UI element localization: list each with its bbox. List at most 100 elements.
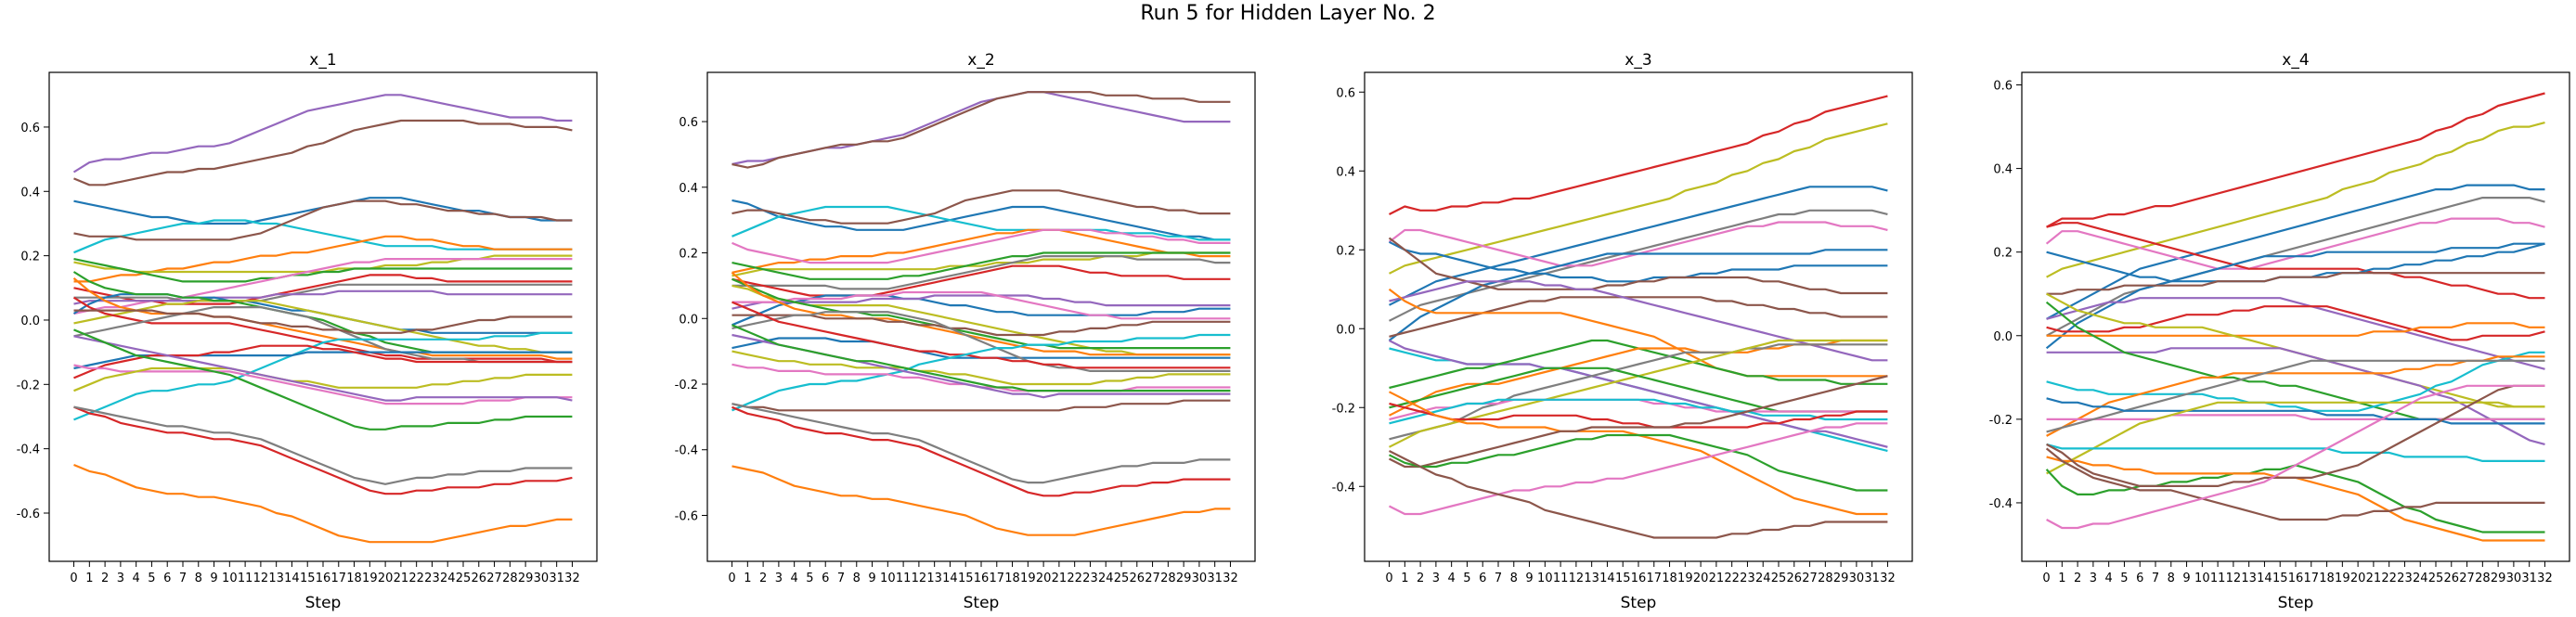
x-tick-label: 4 xyxy=(1448,572,1456,585)
x-tick-label: 16 xyxy=(2288,572,2304,585)
series-line-1 xyxy=(2046,92,2545,228)
x-tick-label: 7 xyxy=(2152,572,2159,585)
y-tick-label: 0.6 xyxy=(679,116,698,130)
x-tick-label: 21 xyxy=(1709,572,1725,585)
y-tick-label: -0.6 xyxy=(675,509,698,523)
x-tick-label: 16 xyxy=(316,572,331,585)
x-tick-label: 16 xyxy=(1631,572,1647,585)
x-tick-label: 19 xyxy=(1020,572,1036,585)
series-line-26 xyxy=(1389,450,1888,539)
series-line-12 xyxy=(73,289,573,305)
series-line-18 xyxy=(731,314,1231,337)
y-tick-label: 0.4 xyxy=(1993,163,2013,177)
x-tick-label: 22 xyxy=(2381,572,2397,585)
x-tick-label: 29 xyxy=(2491,572,2506,585)
series-line-14 xyxy=(2046,347,2545,445)
x-tick-label: 25 xyxy=(456,572,472,585)
y-tick-label: 0.0 xyxy=(679,313,698,327)
x-tick-label: 21 xyxy=(1052,572,1068,585)
x-tick-label: 13 xyxy=(926,572,942,585)
subplot-x_2: 0 1 2 3 4 5 6 7 8 9 10 11 12 13 14 15 16 17 18 19 20 21 22 23 24… xyxy=(675,51,1256,612)
series-line-11 xyxy=(731,264,1231,297)
series-line-22 xyxy=(73,344,573,379)
series-line-6 xyxy=(1388,249,1888,341)
x-tick-label: 6 xyxy=(1479,572,1486,585)
subplot-x_3: 0 1 2 3 4 5 6 7 8 9 10 11 12 13 14 15 16 17 18 19 20 21 22 23 24… xyxy=(1332,51,1913,612)
series-line-27 xyxy=(2046,384,2545,530)
x-tick-label: 12 xyxy=(2226,572,2242,585)
x-tick-label: 6 xyxy=(2136,572,2143,585)
y-tick-label: 0.2 xyxy=(679,248,698,262)
series-line-20 xyxy=(731,311,1231,372)
x-tick-label: 0 xyxy=(70,572,77,585)
x-tick-label: 5 xyxy=(148,572,155,585)
subplot-title: x_2 xyxy=(967,51,994,70)
x-tick-label: 32 xyxy=(1223,572,1238,585)
x-tick-label: 23 xyxy=(424,572,440,585)
x-tick-label: 31 xyxy=(549,572,564,585)
series-line-19 xyxy=(2046,359,2545,433)
x-tick-label: 5 xyxy=(806,572,813,585)
series-line-6 xyxy=(73,235,573,283)
x-tick-label: 17 xyxy=(331,572,347,585)
x-tick-label: 18 xyxy=(1004,572,1020,585)
series-line-2 xyxy=(73,119,573,186)
series-line-7 xyxy=(2045,242,2545,350)
x-tick-label: 23 xyxy=(2397,572,2413,585)
series-line-20 xyxy=(2046,397,2545,425)
series-line-3 xyxy=(1389,186,1888,306)
y-tick-label: 0.6 xyxy=(1336,86,1355,100)
series-line-22 xyxy=(1389,391,1888,516)
series-line-5 xyxy=(731,189,1231,225)
x-tick-label: 2 xyxy=(1417,572,1424,585)
x-tick-label: 28 xyxy=(1818,572,1833,585)
series-line-27 xyxy=(731,399,1231,412)
series-line-12 xyxy=(2046,322,2545,337)
series-line-25 xyxy=(2045,447,2545,521)
x-tick-label: 13 xyxy=(2241,572,2257,585)
y-tick-label: 0.6 xyxy=(1993,80,2013,94)
series-line-9 xyxy=(73,258,573,315)
series-line-9 xyxy=(1389,296,1888,338)
x-tick-label: 24 xyxy=(1098,572,1114,585)
series-line-8 xyxy=(73,258,573,283)
x-tick-label: 17 xyxy=(1647,572,1663,585)
y-tick-label: 0.2 xyxy=(1993,247,2013,261)
x-tick-label: 2 xyxy=(2074,572,2081,585)
y-tick-label: -0.4 xyxy=(675,444,698,458)
x-tick-label: 17 xyxy=(990,572,1005,585)
x-tick-label: 3 xyxy=(117,572,124,585)
x-tick-label: 30 xyxy=(2506,572,2522,585)
series-line-10 xyxy=(73,274,573,305)
x-tick-label: 7 xyxy=(1495,572,1502,585)
subplot-title: x_1 xyxy=(309,51,336,70)
series-line-14 xyxy=(731,290,1231,320)
x-tick-label: 30 xyxy=(1849,572,1865,585)
series-line-14 xyxy=(73,300,573,353)
series-line-18 xyxy=(2046,414,2545,420)
x-tick-label: 8 xyxy=(195,572,202,585)
x-tick-label: 15 xyxy=(2272,572,2288,585)
x-tick-label: 24 xyxy=(2413,572,2428,585)
x-tick-label: 1 xyxy=(1401,572,1408,585)
y-tick-label: 0.0 xyxy=(1336,323,1355,337)
y-tick-label: 0.4 xyxy=(20,186,40,199)
series-line-11 xyxy=(2046,305,2545,341)
series-line-23 xyxy=(1389,375,1888,469)
x-tick-label: 20 xyxy=(2350,572,2366,585)
series-line-7 xyxy=(1389,240,1888,283)
x-tick-label: 29 xyxy=(1176,572,1192,585)
series-line-2 xyxy=(2046,122,2545,278)
x-tick-label: 8 xyxy=(853,572,861,585)
x-tick-label: 30 xyxy=(1192,572,1208,585)
y-tick-label: 0.4 xyxy=(679,182,698,196)
y-tick-label: -0.2 xyxy=(17,379,40,392)
x-tick-label: 12 xyxy=(912,572,927,585)
x-tick-label: 9 xyxy=(2182,572,2190,585)
x-tick-label: 5 xyxy=(2120,572,2128,585)
x-tick-label: 27 xyxy=(2459,572,2475,585)
series-line-7 xyxy=(731,228,1231,264)
x-tick-label: 13 xyxy=(1584,572,1599,585)
series-line-3 xyxy=(731,199,1231,241)
series-line-6 xyxy=(731,228,1231,274)
